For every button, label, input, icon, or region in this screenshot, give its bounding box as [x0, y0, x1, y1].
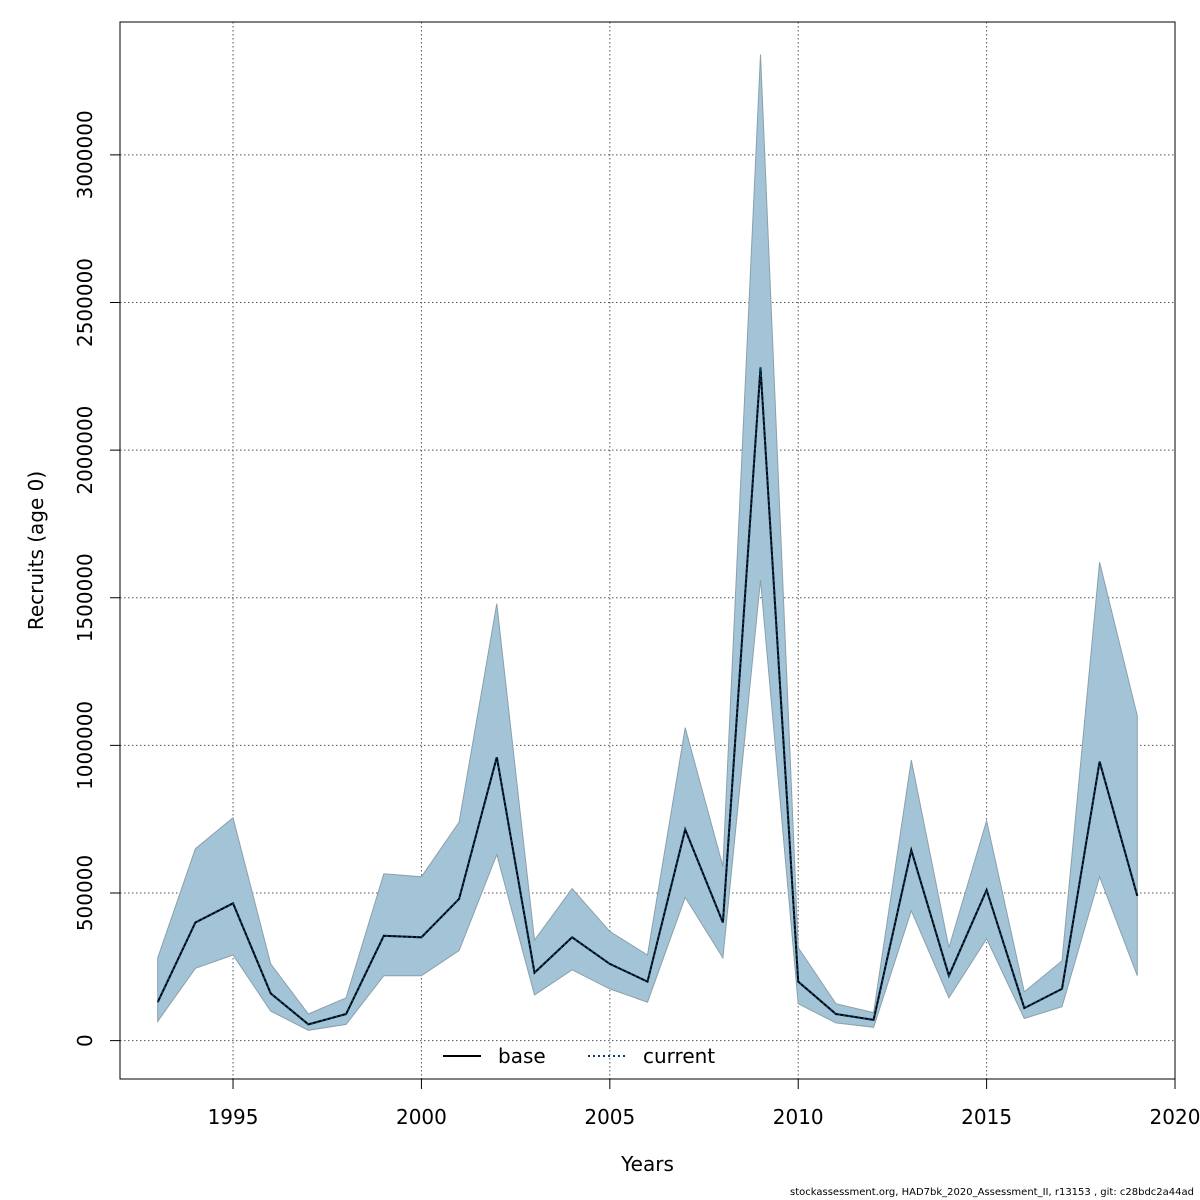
- x-tick-label: 2000: [396, 1105, 447, 1129]
- plot-frame: [119, 21, 1176, 1080]
- x-tick-label: 2005: [584, 1105, 635, 1129]
- y-tick-label: 1500000: [73, 553, 97, 642]
- confidence-band: [157, 54, 1138, 1031]
- legend-label-base: base: [498, 1044, 546, 1068]
- x-axis: 1995 2000 2005 2010 2015 2020: [208, 1079, 1200, 1129]
- y-tick-label: 3000000: [73, 110, 97, 199]
- series-line-base: [156, 367, 1139, 1026]
- legend: base current: [443, 1044, 715, 1068]
- y-tick-label: 2000000: [73, 406, 97, 495]
- y-tick-label: 0: [73, 1034, 97, 1047]
- x-tick-label: 2020: [1150, 1105, 1200, 1129]
- x-tick-label: 2015: [961, 1105, 1012, 1129]
- x-axis-label: Years: [620, 1152, 674, 1176]
- grid-lines: [120, 22, 1176, 1079]
- y-tick-label: 500000: [73, 855, 97, 931]
- x-tick-label: 1995: [208, 1105, 259, 1129]
- y-tick-label: 2500000: [73, 258, 97, 347]
- y-axis: 0 500000 1000000 1500000 2000000 2500000 30000…: [73, 110, 120, 1047]
- x-tick-label: 2010: [773, 1105, 824, 1129]
- footer-credit: stockassessment.org, HAD7bk_2020_Assessm…: [790, 1187, 1194, 1198]
- y-axis-label: Recruits (age 0): [24, 471, 48, 630]
- legend-label-current: current: [643, 1044, 715, 1068]
- y-tick-label: 1000000: [73, 701, 97, 790]
